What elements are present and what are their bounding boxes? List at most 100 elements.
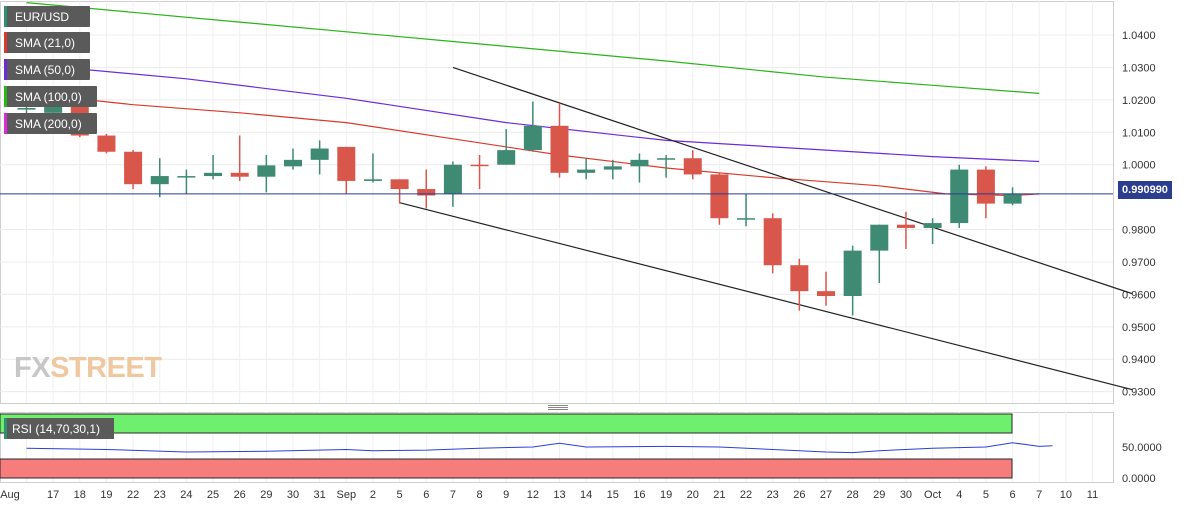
y-tick-label: 1.0400	[1122, 30, 1156, 42]
candle	[817, 271, 835, 306]
pane-resize-handle[interactable]	[548, 405, 568, 411]
x-tick-label: 25	[207, 489, 219, 501]
candle	[363, 153, 382, 183]
x-tick-label: 16	[633, 489, 645, 501]
x-tick-label: 29	[260, 489, 272, 501]
legend-sma-100-label: SMA (100,0)	[15, 89, 82, 104]
x-tick-label: 19	[660, 489, 672, 501]
rsi-y-tick-label: 0.0000	[1122, 473, 1156, 485]
candle-body	[337, 146, 356, 181]
candle	[284, 148, 302, 170]
x-tick-label: 26	[793, 489, 805, 501]
legend-sma-100[interactable]: SMA (100,0)	[4, 86, 97, 107]
x-tick-label: 23	[154, 489, 166, 501]
candle-body	[257, 165, 276, 177]
candle	[470, 154, 489, 190]
candle	[896, 211, 915, 250]
x-tick-label: 30	[900, 489, 912, 501]
y-tick-label: 0.9700	[1122, 257, 1156, 269]
candle	[97, 133, 116, 154]
x-tick-label: 26	[234, 489, 246, 501]
candle	[337, 146, 356, 194]
candle-body	[97, 135, 116, 152]
candle-body	[1003, 193, 1022, 204]
legend-sma-50[interactable]: SMA (50,0)	[4, 59, 90, 80]
x-tick-label: 7	[1036, 489, 1042, 501]
legend-sma-21[interactable]: SMA (21,0)	[4, 32, 90, 53]
candle-body	[497, 150, 516, 165]
candle	[603, 159, 622, 180]
candle-body	[523, 125, 542, 151]
candle	[923, 218, 942, 245]
x-tick-label: 24	[180, 489, 192, 501]
rsi-line	[26, 442, 1053, 454]
price-pane-frame	[0, 1, 1114, 404]
candle	[683, 150, 702, 180]
y-tick-label: 0.9400	[1122, 354, 1156, 366]
x-tick-label: 11	[1087, 489, 1098, 501]
x-tick-label: 12	[527, 489, 539, 501]
candle-body	[763, 218, 782, 266]
candle-body	[150, 176, 169, 185]
candle-body	[390, 179, 409, 190]
legend-symbol[interactable]: EUR/USD	[4, 6, 90, 27]
x-tick-label: 9	[503, 489, 509, 501]
x-tick-label: 22	[740, 489, 752, 501]
candle-body	[550, 125, 569, 173]
candle-body	[470, 164, 489, 167]
candle-body	[443, 164, 462, 194]
x-tick-label: 6	[1009, 489, 1015, 501]
legend-sma-200-label: SMA (200,0)	[15, 116, 82, 131]
candle	[790, 258, 809, 311]
sma-line	[26, 2, 1040, 94]
candle-body	[657, 158, 676, 160]
legend-sma-200[interactable]: SMA (200,0)	[4, 113, 97, 134]
x-tick-label: 4	[956, 489, 962, 501]
rsi-swatch	[4, 418, 7, 439]
candle-body	[896, 224, 915, 228]
trendline	[452, 66, 1133, 295]
sma-100-swatch	[4, 86, 7, 107]
legend-symbol-label: EUR/USD	[15, 9, 70, 24]
candle	[870, 224, 889, 284]
candle-body	[230, 172, 249, 177]
fxstreet-watermark: FXSTREET	[14, 352, 162, 385]
candle-body	[603, 166, 622, 170]
x-tick-label: 17	[47, 489, 59, 501]
candle	[124, 150, 143, 190]
symbol-swatch	[4, 6, 7, 27]
legend-sma-50-label: SMA (50,0)	[15, 62, 76, 77]
candle	[204, 154, 223, 180]
x-tick-label: 22	[127, 489, 139, 501]
rsi-legend-label: RSI (14,70,30,1)	[12, 421, 101, 436]
x-tick-label: Sep	[337, 489, 357, 501]
x-tick-label: 15	[607, 489, 619, 501]
x-tick-label: 6	[423, 489, 429, 501]
candle	[497, 129, 516, 165]
y-tick-label: 0.9600	[1122, 289, 1156, 301]
candle-body	[790, 265, 809, 292]
sma-50-swatch	[4, 59, 7, 80]
rsi-legend[interactable]: RSI (14,70,30,1)	[4, 418, 115, 439]
y-tick-label: 0.9800	[1122, 225, 1156, 237]
candle-body	[843, 250, 862, 297]
candle	[630, 153, 649, 183]
y-tick-label: 1.0200	[1122, 95, 1156, 107]
x-tick-label: 5	[397, 489, 403, 501]
candle	[310, 140, 329, 175]
candle-body	[950, 169, 969, 224]
x-tick-label: 2	[370, 489, 376, 501]
candle-body	[204, 172, 223, 177]
candle	[1003, 187, 1022, 206]
candle-body	[923, 223, 942, 228]
watermark-street: STREET	[50, 352, 162, 384]
y-tick-label: 1.0300	[1122, 62, 1156, 74]
candle-body	[310, 148, 329, 160]
candle	[550, 103, 569, 178]
x-tick-label: 18	[74, 489, 86, 501]
candle-body	[17, 107, 36, 110]
candle	[417, 169, 436, 209]
candle	[577, 158, 596, 180]
